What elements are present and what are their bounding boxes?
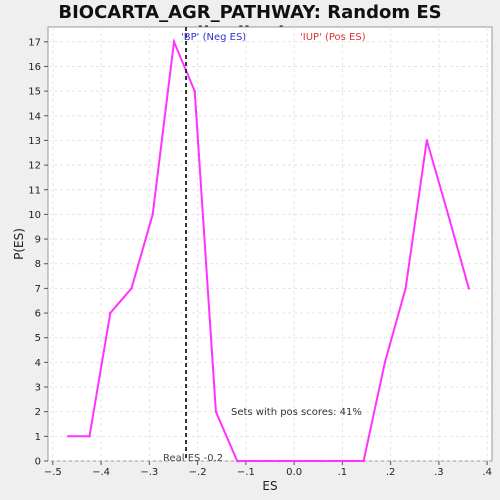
y-tick-label: 3	[35, 383, 41, 394]
y-tick-label: 9	[35, 235, 41, 246]
data-point	[172, 40, 176, 43]
neg-es-label: 'BP' (Neg ES)	[181, 32, 246, 43]
data-point	[109, 311, 112, 315]
data-point	[341, 459, 344, 463]
data-point	[404, 287, 407, 290]
plot-area	[47, 26, 493, 462]
y-tick-label: 11	[28, 185, 41, 196]
series-points	[67, 40, 471, 463]
x-tick-label: .4	[482, 467, 492, 478]
x-tick-label: 0.0	[286, 467, 302, 478]
y-tick-label: 8	[35, 259, 41, 270]
data-point	[467, 287, 471, 290]
x-tick-label: −.1	[237, 467, 255, 478]
x-tick-label: .3	[434, 467, 444, 478]
x-tick-label: −.4	[92, 467, 110, 478]
pos-scores-label: Sets with pos scores: 41%	[231, 407, 362, 418]
x-tick-label: −.5	[44, 467, 62, 478]
x-axis-label: ES	[262, 479, 277, 493]
x-tick-label: −.3	[140, 467, 158, 478]
y-axis-label: P(ES)	[12, 228, 26, 260]
x-tick-label: .1	[338, 467, 348, 478]
y-tick-label: 17	[28, 37, 41, 48]
real-es-label: Real ES -0.2	[163, 453, 223, 464]
data-point	[299, 459, 302, 463]
y-tick-label: 12	[28, 161, 41, 172]
y-tick-label: 5	[35, 333, 41, 344]
x-axis-ticks: −.5 −.4 −.3 −.2 −.1 0.0 .1 .2 .3 .4	[44, 461, 492, 478]
y-tick-label: 16	[28, 62, 41, 73]
y-tick-label: 13	[28, 136, 41, 147]
data-point	[362, 459, 365, 463]
y-tick-label: 15	[28, 87, 41, 98]
data-point	[130, 287, 133, 290]
data-point	[193, 89, 196, 93]
data-point	[151, 213, 154, 216]
data-point	[425, 139, 429, 142]
data-point	[88, 435, 91, 438]
y-tick-label: 0	[35, 457, 41, 468]
pos-es-label: 'IUP' (Pos ES)	[300, 32, 366, 43]
data-point	[320, 459, 323, 463]
y-tick-label: 14	[28, 111, 41, 122]
y-tick-label: 10	[28, 210, 41, 221]
data-point	[277, 459, 281, 463]
data-point	[67, 435, 70, 438]
data-point	[214, 410, 218, 413]
y-tick-label: 2	[35, 407, 41, 418]
series-line	[68, 37, 470, 462]
x-tick-label: .2	[386, 467, 396, 478]
y-tick-label: 7	[35, 284, 41, 295]
data-point	[257, 459, 260, 463]
data-point	[446, 213, 450, 216]
y-tick-label: 6	[35, 309, 41, 320]
x-tick-label: −.2	[189, 467, 207, 478]
y-tick-label: 4	[35, 358, 41, 369]
data-point	[383, 361, 387, 364]
data-point	[235, 459, 239, 463]
y-tick-label: 1	[35, 432, 41, 443]
